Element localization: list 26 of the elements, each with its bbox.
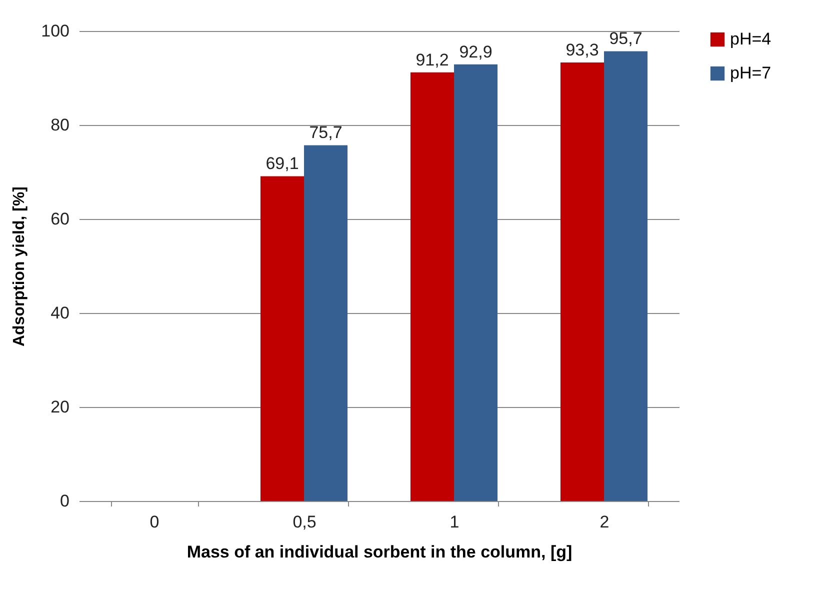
data-label: 91,2 (416, 50, 449, 70)
data-label: 75,7 (309, 123, 342, 142)
y-axis-title: Adsorption yield, [%] (11, 186, 28, 346)
y-tick-label: 80 (50, 116, 70, 134)
x-tick-label: 2 (600, 512, 610, 532)
y-tick-label: 60 (50, 210, 70, 228)
bar (454, 64, 498, 501)
x-tick-label: 0 (150, 512, 160, 532)
data-label: 69,1 (266, 154, 299, 174)
y-tick-label: 0 (60, 492, 70, 510)
bar (604, 51, 648, 501)
x-tick-label: 0,5 (292, 512, 316, 532)
y-tick-label: 20 (50, 398, 70, 416)
data-label: 92,9 (459, 42, 492, 62)
bar (304, 145, 348, 501)
legend-label: pH=7 (730, 64, 772, 82)
bar (560, 62, 604, 501)
y-tick-label: 40 (50, 304, 70, 322)
data-label: 93,3 (566, 40, 599, 60)
x-tick-label: 1 (450, 512, 460, 532)
x-axis-title: Mass of an individual sorbent in the column, [g] (186, 542, 572, 562)
data-label: 95,7 (609, 29, 642, 48)
bar (410, 72, 454, 501)
legend-label: pH=4 (730, 30, 772, 48)
bar (260, 176, 304, 501)
y-tick-label: 100 (41, 22, 70, 40)
